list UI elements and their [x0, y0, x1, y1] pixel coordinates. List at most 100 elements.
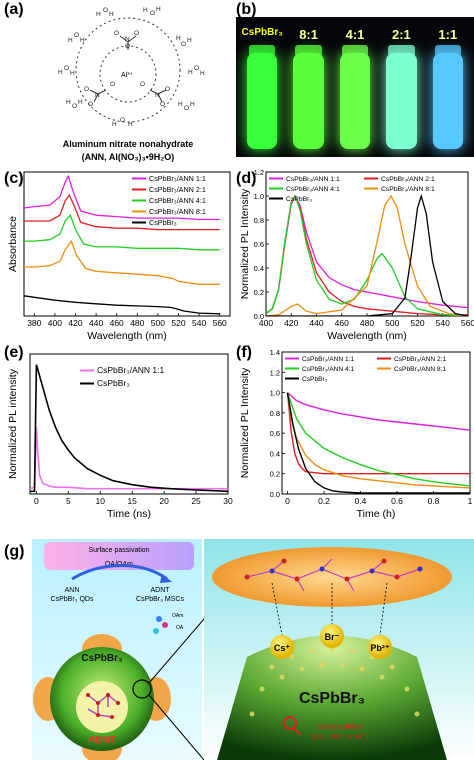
legend-label-3: CsPbBr₃/ANN 8:1: [381, 186, 435, 193]
svg-text:H: H: [128, 121, 133, 128]
x-tick-label: 10: [96, 496, 106, 506]
ann-qds-text: CsPbBr₃ QDs: [51, 596, 94, 603]
adnt-text: ADNT: [150, 587, 170, 594]
chart-c-absorbance: 380 400 420 440 460 480 500 520 540 560 Wavelength…: [7, 171, 231, 342]
vial-body-3: [386, 53, 417, 149]
y-tick-label: 0.6: [270, 429, 280, 438]
svg-text:H: H: [70, 70, 75, 77]
defect-line1: Surface defect: [317, 724, 362, 731]
chart-f-stability: 0 0.2 0.4 0.6 0.8 1 0.0 0.2 0.4 0.6 0.8 1.0 1.2 1.4 Ti…: [239, 348, 473, 520]
vial-row: CsPbBr₃ 8:1 4:1 2:1 1:1: [239, 17, 471, 157]
y-axis-title: Absorbance: [7, 216, 19, 272]
series-line-4: [286, 392, 470, 494]
plot-frame: [23, 171, 231, 317]
series-line-0: [287, 392, 470, 431]
y-tick-label: 1.4: [270, 348, 280, 357]
x-tick-label: 0.2: [318, 496, 330, 506]
molecule-caption: Aluminum nitrate nonahydrate (ANN, Al(NO…: [28, 138, 228, 164]
legend-label-4: CsPbBr₃: [286, 196, 312, 203]
vial-body-2: [339, 53, 371, 149]
series-line-2: [24, 213, 220, 251]
panel-d-label: (d): [236, 170, 257, 187]
legend-label-2: CsPbBr₃/ANN 4:1: [149, 196, 206, 205]
series-line-3: [286, 392, 470, 489]
vial-label-2: 4:1: [345, 27, 365, 42]
panel-g-label: (g): [4, 543, 25, 560]
magnifier-icon: [283, 716, 297, 730]
svg-text:O: O: [140, 81, 145, 88]
y-tick-label: 1.0: [254, 192, 264, 201]
x-tick-label: 0: [285, 496, 290, 506]
x-tick-label: 0: [34, 496, 39, 506]
water-shell: [75, 17, 181, 123]
svg-text:O: O: [110, 81, 115, 88]
y-axis-title: Normalized PL intensity: [7, 368, 19, 479]
svg-text:H: H: [143, 7, 148, 14]
x-tick-label: 480: [360, 318, 374, 328]
legend: CsPbBr₃/ANN 1:1 CsPbBr₃: [80, 365, 165, 388]
x-tick-label: 560: [461, 318, 474, 328]
svg-text:O: O: [120, 117, 125, 124]
adnt-mscs-text: CsPbBr₃ MSCs: [136, 596, 184, 603]
series-line-0: [24, 174, 220, 221]
vial-body-0: [247, 53, 278, 149]
y-tick-label: 0.2: [270, 470, 280, 479]
series-line-1: [24, 193, 220, 231]
conversion-arrow: [71, 564, 168, 581]
x-tick-label: 0.8: [428, 496, 440, 506]
svg-text:O: O: [134, 30, 139, 37]
vial-label-0: CsPbBr₃: [241, 27, 283, 38]
svg-text:O: O: [150, 10, 155, 17]
core-label: ADNT: [88, 735, 116, 746]
x-tick-label: 0.4: [355, 496, 367, 506]
series-group: [24, 174, 220, 315]
svg-text:H: H: [156, 6, 161, 13]
svg-text:H: H: [112, 121, 117, 128]
x-axis-title: Time (ns): [107, 508, 151, 520]
x-tick-label: 420: [284, 318, 298, 328]
pb-ion-label: Pb²⁺: [370, 643, 389, 653]
x-tick-label: 460: [335, 318, 349, 328]
svg-text:O: O: [194, 65, 199, 72]
y-tick-label: 0.4: [270, 449, 280, 458]
x-tick-label: 440: [89, 318, 103, 328]
oa-text: OA: [176, 625, 184, 631]
series-line-4: [24, 295, 220, 315]
oam-text: OAm: [172, 613, 183, 619]
legend: CsPbBr₃/ANN 1:1 CsPbBr₃/ANN 2:1 CsPbBr₃/AN…: [285, 356, 446, 383]
plot-frame: [265, 171, 469, 317]
y-tick-label: 1.0: [270, 389, 280, 398]
x-tick-label: 400: [259, 318, 273, 328]
svg-text:O: O: [88, 101, 93, 108]
svg-text:H: H: [109, 11, 114, 18]
vial-body-4: [432, 53, 463, 149]
x-tick-label: 460: [110, 318, 124, 328]
x-tick-label: 30: [223, 496, 233, 506]
y-tick-label: 0.0: [270, 490, 280, 499]
series-group: [266, 193, 468, 316]
legend-label-3: CsPbBr₃/ANN 8:1: [394, 366, 446, 373]
y-tick-label: 0.2: [254, 288, 264, 297]
x-tick-label: 380: [27, 318, 41, 328]
y-tick-label: 0.6: [254, 240, 264, 249]
svg-text:O: O: [74, 32, 79, 39]
vial-body-1: [293, 53, 324, 149]
legend-label-1: CsPbBr₃/ANN 2:1: [381, 176, 435, 183]
svg-text:H: H: [96, 11, 101, 18]
legend-label-4: CsPbBr₃: [149, 218, 177, 227]
series-line-2: [286, 392, 470, 487]
plot-frame: [29, 353, 229, 495]
cs-ion-label: Cs⁺: [274, 643, 291, 653]
panel-e-label: (e): [4, 344, 24, 361]
br-ion-label: Br⁻: [325, 632, 340, 642]
zoom-circle: [132, 679, 152, 699]
x-tick-label: 0.6: [391, 496, 403, 506]
x-tick-label: 500: [385, 318, 399, 328]
legend: CsPbBr₃/ANN 1:1 CsPbBr₃/ANN 2:1 CsPbBr₃/AN…: [269, 176, 435, 203]
series-line-1: [286, 392, 470, 475]
svg-text:O: O: [184, 105, 189, 112]
x-tick-label: 25: [191, 496, 201, 506]
svg-text:H: H: [178, 101, 183, 108]
series-line-4: [266, 193, 468, 316]
series-line-1: [30, 364, 228, 493]
